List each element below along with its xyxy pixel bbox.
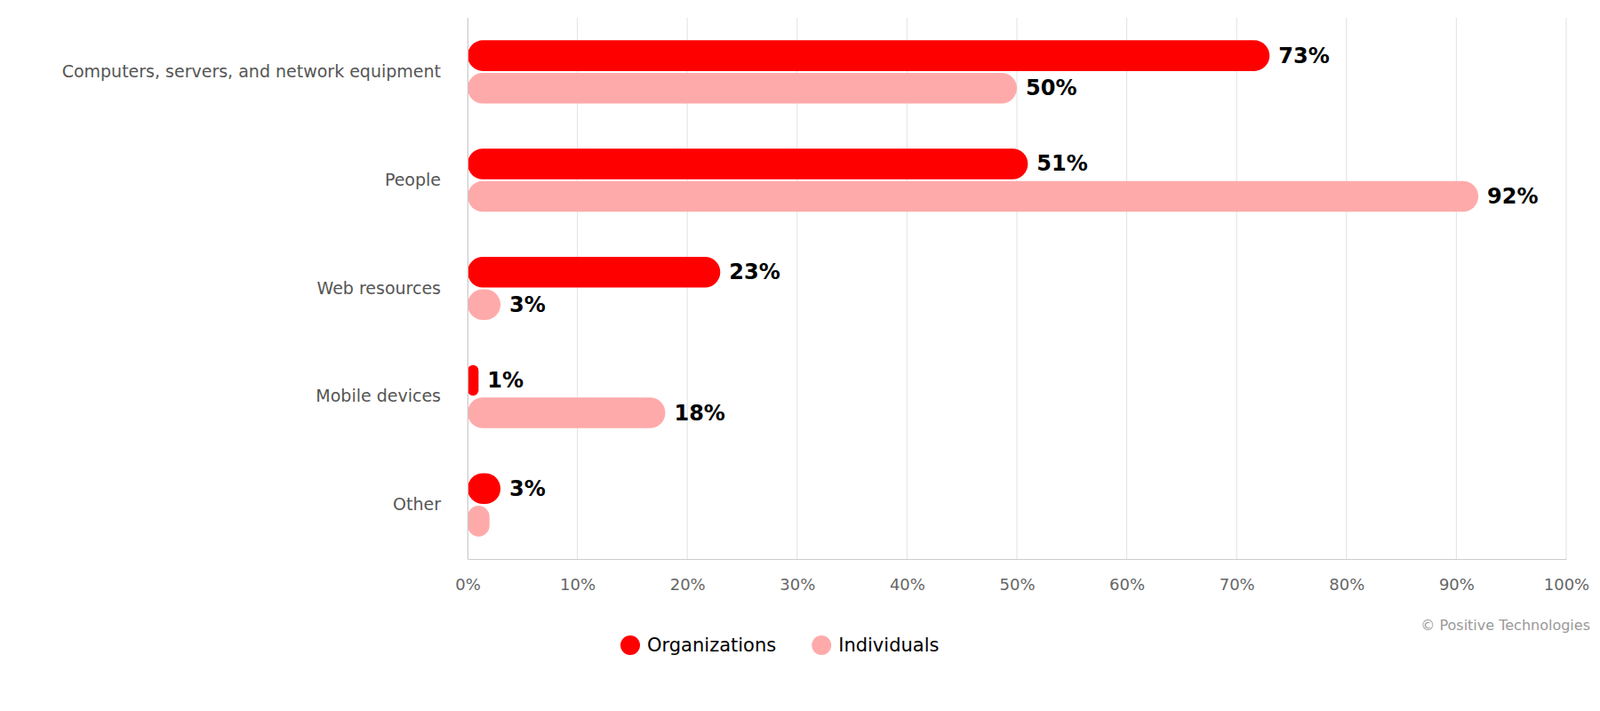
x-tick: 20% — [670, 559, 706, 594]
data-labels: 73% 51% 23% 1% 3% 50% 92% 3% 18% — [487, 43, 1538, 502]
x-tick: 70% — [1219, 559, 1256, 594]
x-tick: 0% — [455, 559, 481, 594]
grid-line — [1456, 17, 1457, 560]
x-tick: 10% — [560, 559, 596, 594]
legend-swatch — [811, 635, 832, 656]
grid-line — [1566, 17, 1568, 560]
bars — [467, 40, 1479, 536]
data-label: 18% — [673, 400, 725, 426]
legend-item: Organizations — [620, 634, 776, 656]
bar — [467, 397, 665, 429]
x-tick-label: 80% — [1328, 575, 1365, 594]
y-tick: Web resources — [316, 278, 468, 298]
legend-swatch — [620, 635, 640, 656]
series-bars — [467, 72, 1479, 537]
grid-line — [467, 17, 469, 560]
bar — [467, 181, 1479, 213]
x-tick-label: 30% — [779, 575, 816, 594]
category-label: Mobile devices — [315, 385, 441, 406]
x-tick: 100% — [1544, 559, 1590, 594]
series-bars — [467, 40, 1270, 504]
y-tick: Other — [392, 494, 468, 514]
chart: 0% 10% 20% 30% 40% 50% 60% 70% 80% 90% 100% Compute… — [0, 0, 1600, 711]
x-tick-label: 90% — [1439, 575, 1475, 594]
y-tick: Mobile devices — [315, 385, 468, 406]
bar — [467, 473, 501, 505]
x-tick: 60% — [1109, 559, 1145, 594]
bar — [467, 505, 490, 537]
bar — [467, 72, 1017, 104]
bar — [467, 289, 501, 321]
x-axis: 0% 10% 20% 30% 40% 50% 60% 70% 80% 90% 100% — [455, 559, 1590, 594]
credit: © Positive Technologies — [1420, 616, 1591, 634]
x-tick-label: 10% — [560, 575, 596, 594]
x-tick-label: 70% — [1219, 575, 1256, 594]
bar — [467, 256, 720, 288]
bar — [467, 365, 479, 397]
x-tick-label: 0% — [455, 575, 481, 594]
y-tick: People — [384, 169, 468, 190]
category-label: Web resources — [316, 278, 441, 298]
grid-line — [1126, 17, 1128, 560]
x-tick: 80% — [1328, 559, 1365, 594]
x-tick-label: 20% — [670, 575, 706, 594]
data-label: 3% — [509, 292, 546, 318]
grid-line — [1236, 17, 1238, 560]
category-label: Computers, servers, and network equipmen… — [62, 61, 441, 81]
y-axis: Computers, servers, and network equipmen… — [62, 18, 469, 560]
data-label: 3% — [509, 476, 546, 502]
x-tick: 30% — [779, 559, 816, 594]
category-label: People — [384, 169, 441, 190]
legend-item: Individuals — [811, 634, 939, 656]
bar — [467, 148, 1028, 180]
x-tick: 40% — [889, 559, 926, 594]
data-label: 73% — [1278, 43, 1329, 69]
x-tick-label: 100% — [1544, 575, 1590, 594]
data-label: 1% — [487, 368, 524, 393]
y-tick: Computers, servers, and network equipmen… — [62, 61, 468, 81]
x-axis-line — [468, 559, 1568, 560]
x-tick: 90% — [1439, 559, 1475, 594]
data-label: 92% — [1487, 184, 1538, 209]
legend: Organizations Individuals — [620, 634, 939, 656]
grid-line — [1016, 17, 1018, 560]
y-axis-line — [467, 18, 469, 560]
data-label: 51% — [1036, 151, 1088, 176]
category-label: Other — [392, 494, 441, 514]
grid — [467, 17, 1567, 560]
bar — [467, 40, 1270, 72]
x-tick-label: 60% — [1109, 575, 1145, 594]
legend-label: Individuals — [838, 634, 939, 656]
x-tick-label: 40% — [889, 575, 926, 594]
legend-label: Organizations — [647, 634, 776, 656]
data-label: 50% — [1025, 75, 1077, 101]
x-tick-label: 50% — [999, 575, 1035, 594]
x-tick: 50% — [999, 559, 1035, 594]
grid-line — [1345, 17, 1347, 560]
data-label: 23% — [728, 259, 780, 285]
